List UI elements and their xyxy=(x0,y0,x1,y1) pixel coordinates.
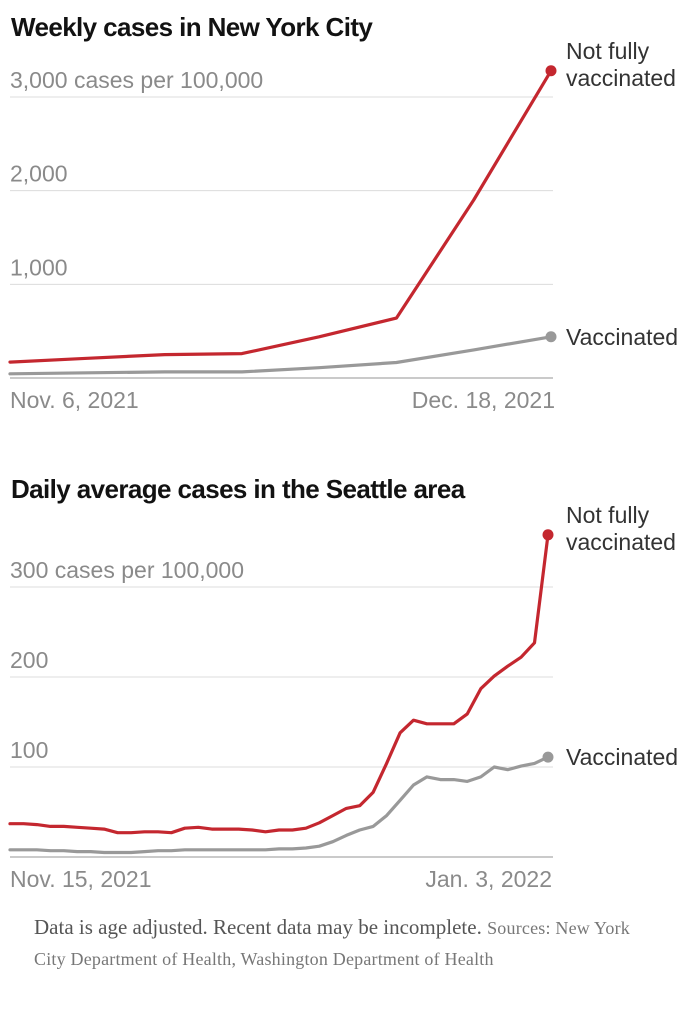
nyc-label-not-fully-vaccinated: Not fully vaccinated xyxy=(566,38,676,91)
nyc-weekly-cases-chart: 1,000 2,000 3,000 cases per 100,000 Nov. 6,… xyxy=(8,38,678,413)
nyc-endpoint-vaccinated xyxy=(545,331,557,343)
seattle-x-tick-1: Jan. 3, 2022 xyxy=(425,866,552,892)
nyc-endpoint-not-fully-vaccinated xyxy=(545,65,557,77)
seattle-label-vaccinated: Vaccinated xyxy=(566,744,678,770)
footnote-sources: Sources: New York City Department of Hea… xyxy=(34,918,630,969)
seattle-y-tick-0: 100 xyxy=(10,737,48,763)
nyc-y-tick-2: 3,000 cases per 100,000 xyxy=(10,67,263,93)
nyc-y-tick-0: 1,000 xyxy=(10,254,68,280)
footnote: Data is age adjusted. Recent data may be… xyxy=(34,912,634,974)
nyc-label-vaccinated-line-0: Vaccinated xyxy=(566,324,678,350)
seattle-x-tick-0: Nov. 15, 2021 xyxy=(10,866,152,892)
seattle-y-tick-2: 300 cases per 100,000 xyxy=(10,557,244,583)
nyc-label-not-fully-vaccinated-line-1: vaccinated xyxy=(566,65,676,91)
seattle-label-not-fully-vaccinated-line-0: Not fully xyxy=(566,502,650,528)
seattle-label-not-fully-vaccinated-line-1: vaccinated xyxy=(566,529,676,555)
chart-title-seattle: Daily average cases in the Seattle area xyxy=(11,474,465,504)
seattle-daily-cases-chart: 100 200 300 cases per 100,000 Nov. 15, 2021… xyxy=(8,502,678,892)
seattle-label-vaccinated-line-0: Vaccinated xyxy=(566,744,678,770)
nyc-label-not-fully-vaccinated-line-0: Not fully xyxy=(566,38,650,64)
seattle-y-tick-1: 200 xyxy=(10,647,48,673)
nyc-x-tick-1: Dec. 18, 2021 xyxy=(412,387,555,413)
chart-title-nyc: Weekly cases in New York City xyxy=(11,12,373,42)
nyc-label-vaccinated: Vaccinated xyxy=(566,324,678,350)
nyc-line-not-fully-vaccinated xyxy=(8,69,553,364)
nyc-y-tick-1: 2,000 xyxy=(10,161,68,187)
nyc-line-vaccinated xyxy=(8,335,553,376)
nyc-x-tick-0: Nov. 6, 2021 xyxy=(10,387,139,413)
seattle-line-vaccinated xyxy=(8,755,550,855)
footnote-text: Data is age adjusted. Recent data may be… xyxy=(34,915,482,939)
seattle-line-not-fully-vaccinated xyxy=(8,533,550,835)
seattle-endpoint-not-fully-vaccinated xyxy=(542,529,554,541)
seattle-label-not-fully-vaccinated: Not fully vaccinated xyxy=(566,502,676,555)
seattle-endpoint-vaccinated xyxy=(542,751,554,763)
